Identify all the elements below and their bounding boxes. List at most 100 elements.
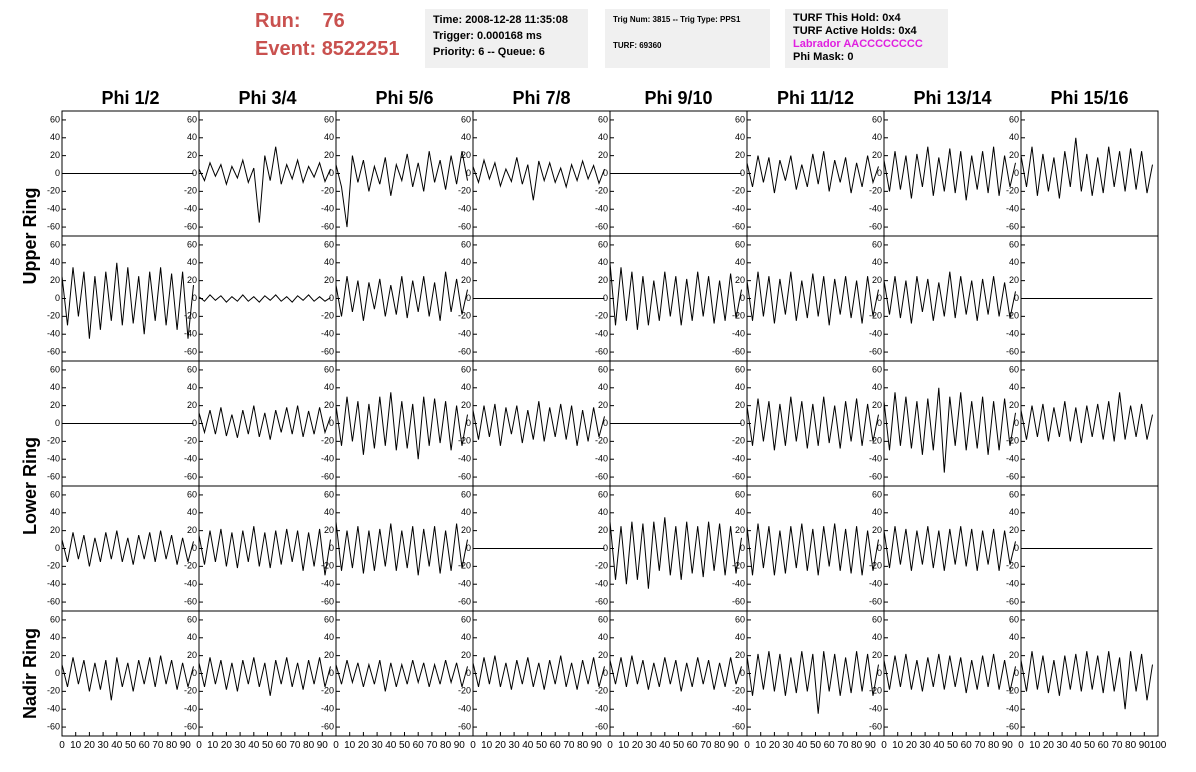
y-tick-label: 60 (324, 364, 334, 374)
y-tick-label: -20 (184, 311, 197, 321)
y-tick-label: -60 (184, 471, 197, 481)
y-tick-label: -20 (321, 436, 334, 446)
y-tick-label: -40 (732, 204, 745, 214)
y-tick-label: 40 (50, 257, 60, 267)
y-tick-label: 40 (598, 257, 608, 267)
y-tick-label: -60 (869, 721, 882, 731)
y-tick-label: 0 (877, 418, 882, 428)
y-tick-label: 0 (1014, 293, 1019, 303)
y-tick-label: -40 (595, 454, 608, 464)
y-tick-label: 0 (466, 543, 471, 553)
y-tick-label: -40 (869, 579, 882, 589)
y-tick-label: 60 (324, 489, 334, 499)
info-text: TURF Active Holds: 0x4 (793, 25, 917, 37)
waveform (335, 271, 468, 321)
x-tick-label: 80 (714, 740, 726, 751)
y-tick-label: 40 (1009, 507, 1019, 517)
y-tick-label: 0 (329, 543, 334, 553)
y-tick-label: 20 (735, 525, 745, 535)
panel-frame (472, 110, 611, 237)
y-tick-label: -40 (869, 204, 882, 214)
y-tick-label: 60 (50, 489, 60, 499)
y-tick-label: 20 (187, 525, 197, 535)
x-tick-label: 0 (333, 740, 339, 751)
waveform (198, 657, 331, 696)
y-tick-label: 60 (187, 364, 197, 374)
y-tick-label: -20 (458, 686, 471, 696)
y-tick-label: 20 (187, 650, 197, 660)
x-tick-label: 80 (166, 740, 178, 751)
waveform (335, 659, 468, 692)
y-tick-label: 60 (1009, 114, 1019, 124)
column-title: Phi 13/14 (913, 88, 991, 108)
x-tick-label: 90 (1002, 740, 1014, 751)
y-tick-label: 60 (1009, 614, 1019, 624)
y-tick-label: -20 (184, 186, 197, 196)
y-tick-label: 40 (1009, 132, 1019, 142)
y-tick-label: 0 (55, 293, 60, 303)
y-tick-label: -60 (47, 596, 60, 606)
y-tick-label: 20 (872, 650, 882, 660)
x-tick-label: 90 (1139, 740, 1151, 751)
y-tick-label: 20 (50, 650, 60, 660)
y-tick-label: 20 (461, 650, 471, 660)
y-tick-label: -20 (321, 311, 334, 321)
y-tick-label: -60 (47, 221, 60, 231)
y-tick-label: -20 (458, 186, 471, 196)
x-tick-label: 70 (289, 740, 301, 751)
y-tick-label: -20 (869, 311, 882, 321)
waveform (472, 157, 605, 201)
y-tick-label: -40 (47, 454, 60, 464)
x-tick-label: 70 (1111, 740, 1123, 751)
y-tick-label: -60 (321, 721, 334, 731)
y-tick-label: 20 (324, 400, 334, 410)
y-tick-label: -60 (869, 471, 882, 481)
y-tick-label: -60 (458, 346, 471, 356)
y-tick-label: -40 (458, 329, 471, 339)
y-tick-label: 20 (461, 150, 471, 160)
column-title: Phi 15/16 (1050, 88, 1128, 108)
y-tick-label: 60 (735, 364, 745, 374)
y-tick-label: -20 (732, 186, 745, 196)
x-tick-label: 60 (413, 740, 425, 751)
column-title: Phi 7/8 (512, 88, 570, 108)
y-tick-label: -60 (732, 596, 745, 606)
y-tick-label: 0 (1014, 543, 1019, 553)
waveform (335, 392, 468, 460)
waveform (883, 271, 1016, 324)
y-tick-label: 40 (324, 632, 334, 642)
x-tick-label: 10 (207, 740, 219, 751)
info-text: TURF This Hold: 0x4 (793, 12, 901, 24)
info-box-time: Time: 2008-12-28 11:35:08 Trigger: 0.000… (425, 9, 588, 68)
y-tick-label: 60 (735, 239, 745, 249)
y-tick-label: -60 (595, 346, 608, 356)
x-tick-label: 70 (426, 740, 438, 751)
y-tick-label: -60 (595, 471, 608, 481)
y-tick-label: 20 (872, 400, 882, 410)
column-title: Phi 1/2 (101, 88, 159, 108)
x-tick-label: 20 (769, 740, 781, 751)
x-tick-label: 90 (728, 740, 740, 751)
y-tick-label: 0 (603, 668, 608, 678)
y-tick-label: -40 (47, 704, 60, 714)
y-tick-label: 40 (461, 257, 471, 267)
x-tick-label: 60 (276, 740, 288, 751)
info-text: Labrador AACCCCCCCC (793, 38, 923, 50)
x-tick-label: 10 (1029, 740, 1041, 751)
y-tick-label: 20 (872, 275, 882, 285)
y-tick-label: -40 (595, 204, 608, 214)
y-tick-label: 40 (872, 382, 882, 392)
x-tick-label: 40 (385, 740, 397, 751)
y-tick-label: 60 (50, 614, 60, 624)
waveform (1020, 392, 1153, 444)
y-tick-label: -20 (1006, 311, 1019, 321)
y-tick-label: -40 (47, 204, 60, 214)
waveform (883, 146, 1016, 201)
y-tick-label: -20 (47, 186, 60, 196)
y-tick-label: 40 (872, 632, 882, 642)
row-title: Upper Ring (20, 188, 40, 285)
x-tick-label: 70 (563, 740, 575, 751)
y-tick-label: 20 (1009, 275, 1019, 285)
y-tick-label: 60 (598, 364, 608, 374)
y-tick-label: -40 (47, 579, 60, 589)
